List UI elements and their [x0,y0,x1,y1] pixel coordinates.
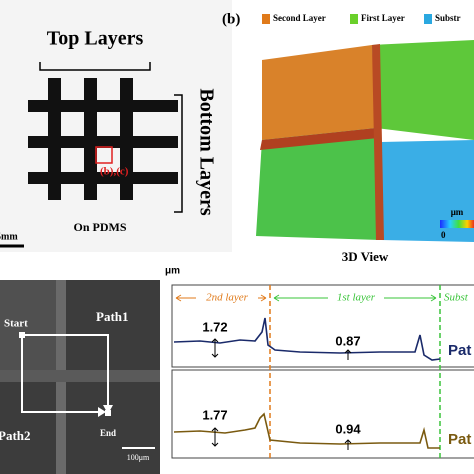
end: End [100,428,116,438]
panel-label: (b) [222,11,240,27]
profile-path2 [173,412,440,449]
arrow [103,405,113,414]
y-unit: μm [165,266,180,277]
first-layer [372,40,474,140]
step-arrow [211,427,219,447]
arrow [98,407,106,417]
step-arrow [211,338,219,358]
marker-box [95,146,113,164]
step-arrow [344,349,352,360]
region-label: 2nd layer [206,292,249,304]
colorbar-unit: μm [451,207,464,217]
substrate [380,140,474,242]
start-point [19,332,25,338]
panel-d: μm 2nd layer 1st layer Subst 1.72 0.87 P… [165,266,474,459]
scale-label: 100μm [127,453,150,462]
edge [0,370,160,382]
panel-b: (b) Second Layer First Layer Substr μm 0… [222,11,474,264]
step-value: 1.77 [202,407,227,422]
region-label: Subst [444,292,469,304]
region-label: 1st layer [337,292,376,304]
path-label: Pat [448,431,471,448]
scale-label: 5mm [0,231,18,242]
side-label: Bottom Layers [195,88,217,215]
bracket [174,94,183,213]
legend-text: Second Layer [273,13,326,23]
colorbar-min: 0 [441,230,446,240]
plot-frame [171,284,474,368]
step-value: 1.72 [202,319,227,334]
legend-swatch [424,14,432,24]
second-layer [262,45,376,140]
grid-sample [28,78,178,200]
bracket [39,62,151,71]
substrate: On PDMS [73,220,126,234]
panel-c: Start Path1 Path2 End 100μm [0,280,160,474]
legend-swatch [262,14,270,24]
step-arrow [344,439,352,450]
region [0,280,60,370]
start: Start [4,318,28,330]
path-lines [21,334,109,413]
panel-a: Top Layers (b),(c) Bottom Layers On PDMS… [0,0,232,252]
path2: Path2 [0,428,31,443]
legend-text: Substr [435,13,461,23]
label-bg [196,291,258,305]
caption: 3D View [342,249,389,264]
end-point [105,410,111,416]
edge [372,44,384,240]
edge [260,128,378,150]
path1: Path1 [96,309,129,324]
legend-swatch [350,14,358,24]
marker: (b),(c) [100,166,129,178]
title: Top Layers [47,28,144,50]
legend-text: First Layer [361,13,405,23]
profile-path1 [173,317,441,361]
label-bg [328,291,384,305]
colorbar [440,220,474,228]
step-value: 0.94 [335,421,361,436]
step-value: 0.87 [335,333,360,348]
plot-frame [171,369,474,459]
path-label: Pat [448,342,471,359]
photo-bg [0,0,232,252]
first-layer [256,128,380,240]
